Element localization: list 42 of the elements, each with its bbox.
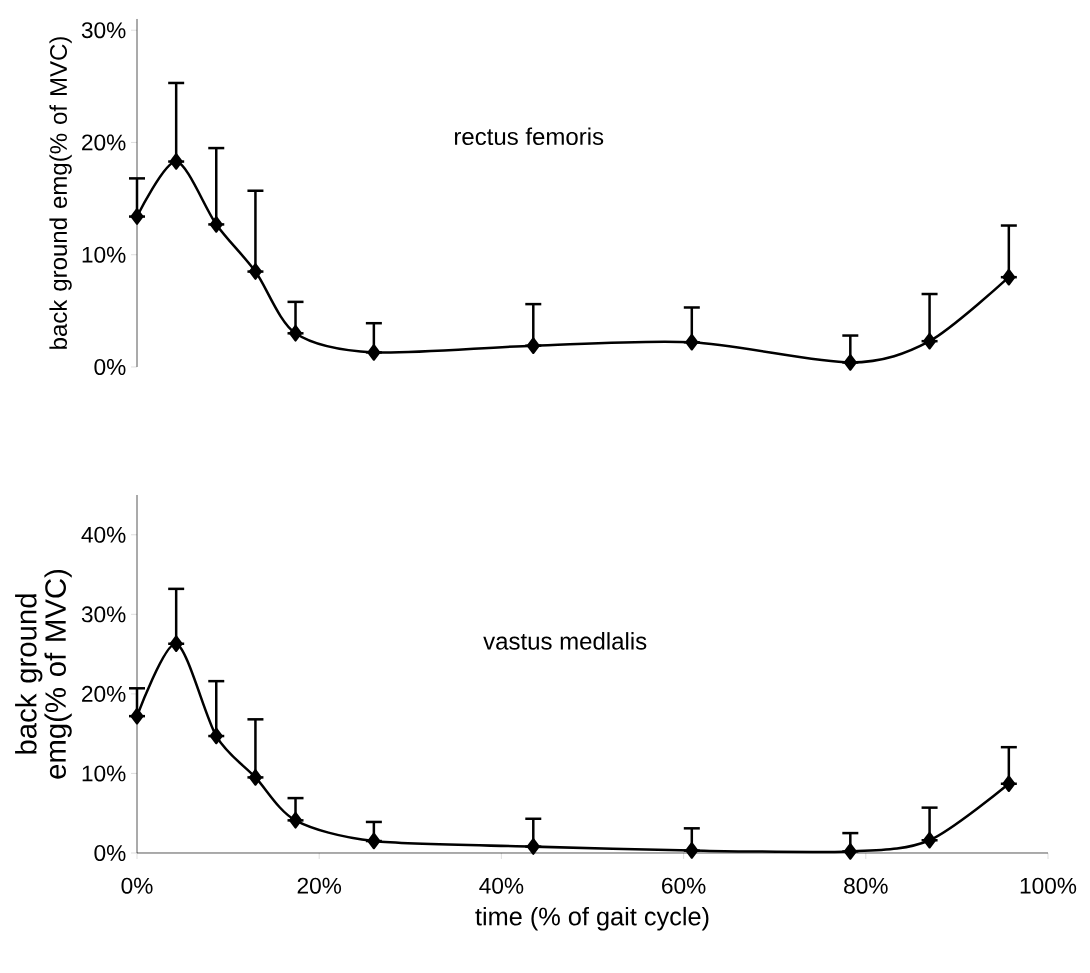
point: [289, 325, 303, 342]
x-tick-label: 0%: [121, 877, 153, 894]
point: [209, 216, 223, 233]
y-tick-label: 0%: [94, 844, 126, 862]
y-tick-label: 20%: [82, 685, 126, 702]
point: [526, 337, 540, 354]
x-tick-label: 40%: [479, 877, 524, 894]
y-tick-label: 30%: [81, 22, 126, 39]
x-tick-label: 60%: [662, 877, 706, 894]
point: [248, 769, 262, 786]
point: [923, 332, 937, 350]
point: [1002, 775, 1016, 793]
point: [367, 832, 381, 850]
point: [169, 635, 183, 653]
point: [289, 812, 303, 829]
text: rectus femoris: [454, 127, 604, 146]
x-tick-label: 100%: [1020, 877, 1077, 894]
y-axis-title: back ground emg(% of MVC): [49, 37, 72, 349]
text: vastus medlalis: [483, 632, 647, 650]
point: [685, 842, 699, 859]
y-axis-title: back ground emg(% of MVC): [15, 569, 72, 779]
x-tick-label: 20%: [297, 877, 342, 894]
y-tick-label: 10%: [82, 765, 126, 782]
x-axis-title: time (% of gait cycle): [475, 906, 709, 931]
y-tick-label: 0%: [94, 358, 126, 376]
y-tick-label: 20%: [82, 134, 126, 151]
y-tick-label: 10%: [82, 246, 126, 263]
point: [685, 334, 699, 351]
point: [526, 838, 540, 855]
y-tick-label: 40%: [81, 526, 126, 543]
point: [209, 727, 223, 745]
point: [1002, 268, 1016, 286]
x-tick-label: 80%: [844, 877, 888, 894]
point: [248, 263, 262, 280]
point: [169, 153, 183, 170]
point: [843, 354, 857, 371]
point: [130, 707, 144, 725]
point: [843, 843, 857, 860]
y-tick-label: 30%: [81, 606, 126, 623]
point: [923, 831, 937, 849]
point: [367, 344, 381, 361]
point: [130, 208, 144, 225]
